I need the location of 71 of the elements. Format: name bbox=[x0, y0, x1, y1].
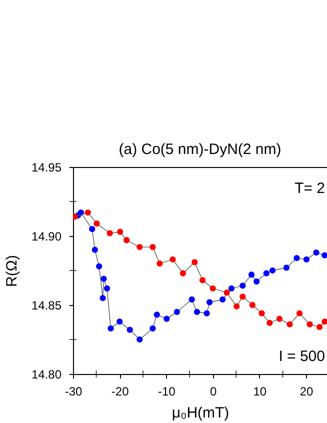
point bbox=[170, 256, 176, 263]
annotation: I = 500 bbox=[278, 348, 325, 365]
point bbox=[164, 316, 170, 322]
point bbox=[136, 336, 143, 343]
x-axis-title: μ₀H(mT) bbox=[172, 404, 230, 422]
point bbox=[220, 296, 226, 303]
point bbox=[116, 318, 123, 325]
point bbox=[100, 276, 107, 282]
point bbox=[84, 209, 91, 216]
point bbox=[316, 324, 323, 330]
point bbox=[116, 228, 124, 235]
point bbox=[194, 308, 200, 315]
point bbox=[276, 316, 283, 322]
point bbox=[106, 230, 113, 236]
point bbox=[322, 252, 327, 258]
point bbox=[286, 321, 293, 328]
x-tick-label: -10 bbox=[158, 384, 176, 398]
point bbox=[104, 285, 110, 292]
point bbox=[188, 296, 195, 303]
x-tick-label: 10 bbox=[253, 384, 267, 398]
x-tick-label: -20 bbox=[111, 384, 130, 398]
point bbox=[313, 249, 320, 256]
point bbox=[294, 255, 300, 262]
point bbox=[92, 246, 98, 253]
point bbox=[306, 321, 313, 328]
point bbox=[204, 310, 210, 316]
point bbox=[248, 272, 255, 278]
point bbox=[269, 267, 276, 274]
x-tick-label: 0 bbox=[210, 384, 217, 398]
point bbox=[89, 226, 96, 232]
y-tick-label: 14.80 bbox=[31, 368, 62, 382]
y-tick-label: 14.95 bbox=[31, 160, 62, 174]
point bbox=[254, 278, 260, 285]
point bbox=[96, 263, 102, 270]
point bbox=[192, 259, 198, 266]
point bbox=[322, 318, 327, 325]
point bbox=[266, 320, 273, 326]
point bbox=[206, 299, 213, 306]
point bbox=[249, 302, 256, 308]
point bbox=[234, 303, 240, 310]
point bbox=[126, 326, 133, 333]
point bbox=[210, 285, 216, 292]
y-tick-label: 14.85 bbox=[31, 298, 62, 312]
point bbox=[100, 295, 106, 302]
x-tick-label: 20 bbox=[300, 384, 314, 398]
point bbox=[174, 308, 180, 315]
point bbox=[150, 325, 156, 332]
point bbox=[240, 282, 246, 289]
chart-title: (a) Co(5 nm)-DyN(2 nm) bbox=[118, 141, 282, 158]
annotation: T= 2 bbox=[294, 180, 325, 197]
point bbox=[296, 310, 303, 316]
point bbox=[199, 277, 206, 284]
point bbox=[283, 264, 290, 271]
point bbox=[228, 285, 235, 292]
point bbox=[124, 237, 130, 244]
x-tick-label: -30 bbox=[64, 384, 82, 398]
point bbox=[156, 260, 163, 267]
point bbox=[150, 244, 156, 250]
y-tick-label: 14.90 bbox=[31, 230, 62, 244]
point bbox=[73, 214, 78, 220]
point bbox=[224, 290, 230, 296]
point bbox=[263, 270, 270, 276]
point bbox=[240, 294, 246, 300]
point bbox=[258, 310, 265, 316]
point bbox=[303, 256, 310, 263]
point bbox=[108, 325, 114, 332]
point bbox=[154, 312, 160, 318]
point bbox=[136, 244, 143, 250]
point bbox=[94, 220, 100, 227]
y-axis-title: R(Ω) bbox=[3, 254, 20, 288]
point bbox=[180, 270, 186, 276]
